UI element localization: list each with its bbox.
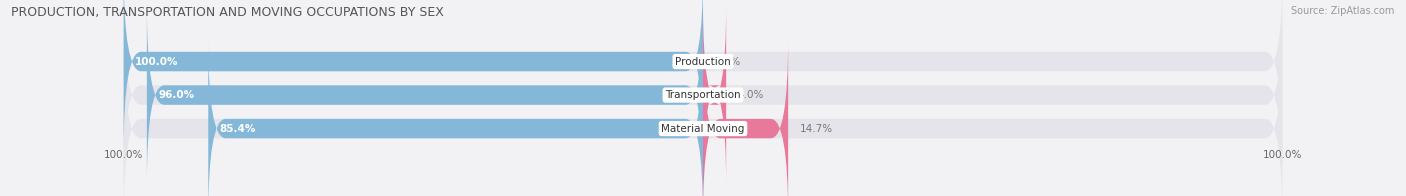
Text: 85.4%: 85.4% xyxy=(219,123,256,133)
Text: PRODUCTION, TRANSPORTATION AND MOVING OCCUPATIONS BY SEX: PRODUCTION, TRANSPORTATION AND MOVING OC… xyxy=(11,6,444,19)
FancyBboxPatch shape xyxy=(146,4,703,186)
FancyBboxPatch shape xyxy=(208,38,703,196)
Text: 14.7%: 14.7% xyxy=(800,123,832,133)
Text: Source: ZipAtlas.com: Source: ZipAtlas.com xyxy=(1291,6,1395,16)
FancyBboxPatch shape xyxy=(124,4,1282,186)
FancyBboxPatch shape xyxy=(703,38,789,196)
Text: Transportation: Transportation xyxy=(665,90,741,100)
Text: Material Moving: Material Moving xyxy=(661,123,745,133)
Text: 96.0%: 96.0% xyxy=(159,90,194,100)
Text: 100.0%: 100.0% xyxy=(135,57,179,67)
FancyBboxPatch shape xyxy=(124,0,703,152)
FancyBboxPatch shape xyxy=(124,38,1282,196)
FancyBboxPatch shape xyxy=(703,4,725,186)
Text: 0.0%: 0.0% xyxy=(714,57,741,67)
Text: 4.0%: 4.0% xyxy=(738,90,763,100)
FancyBboxPatch shape xyxy=(124,0,1282,152)
Text: Production: Production xyxy=(675,57,731,67)
